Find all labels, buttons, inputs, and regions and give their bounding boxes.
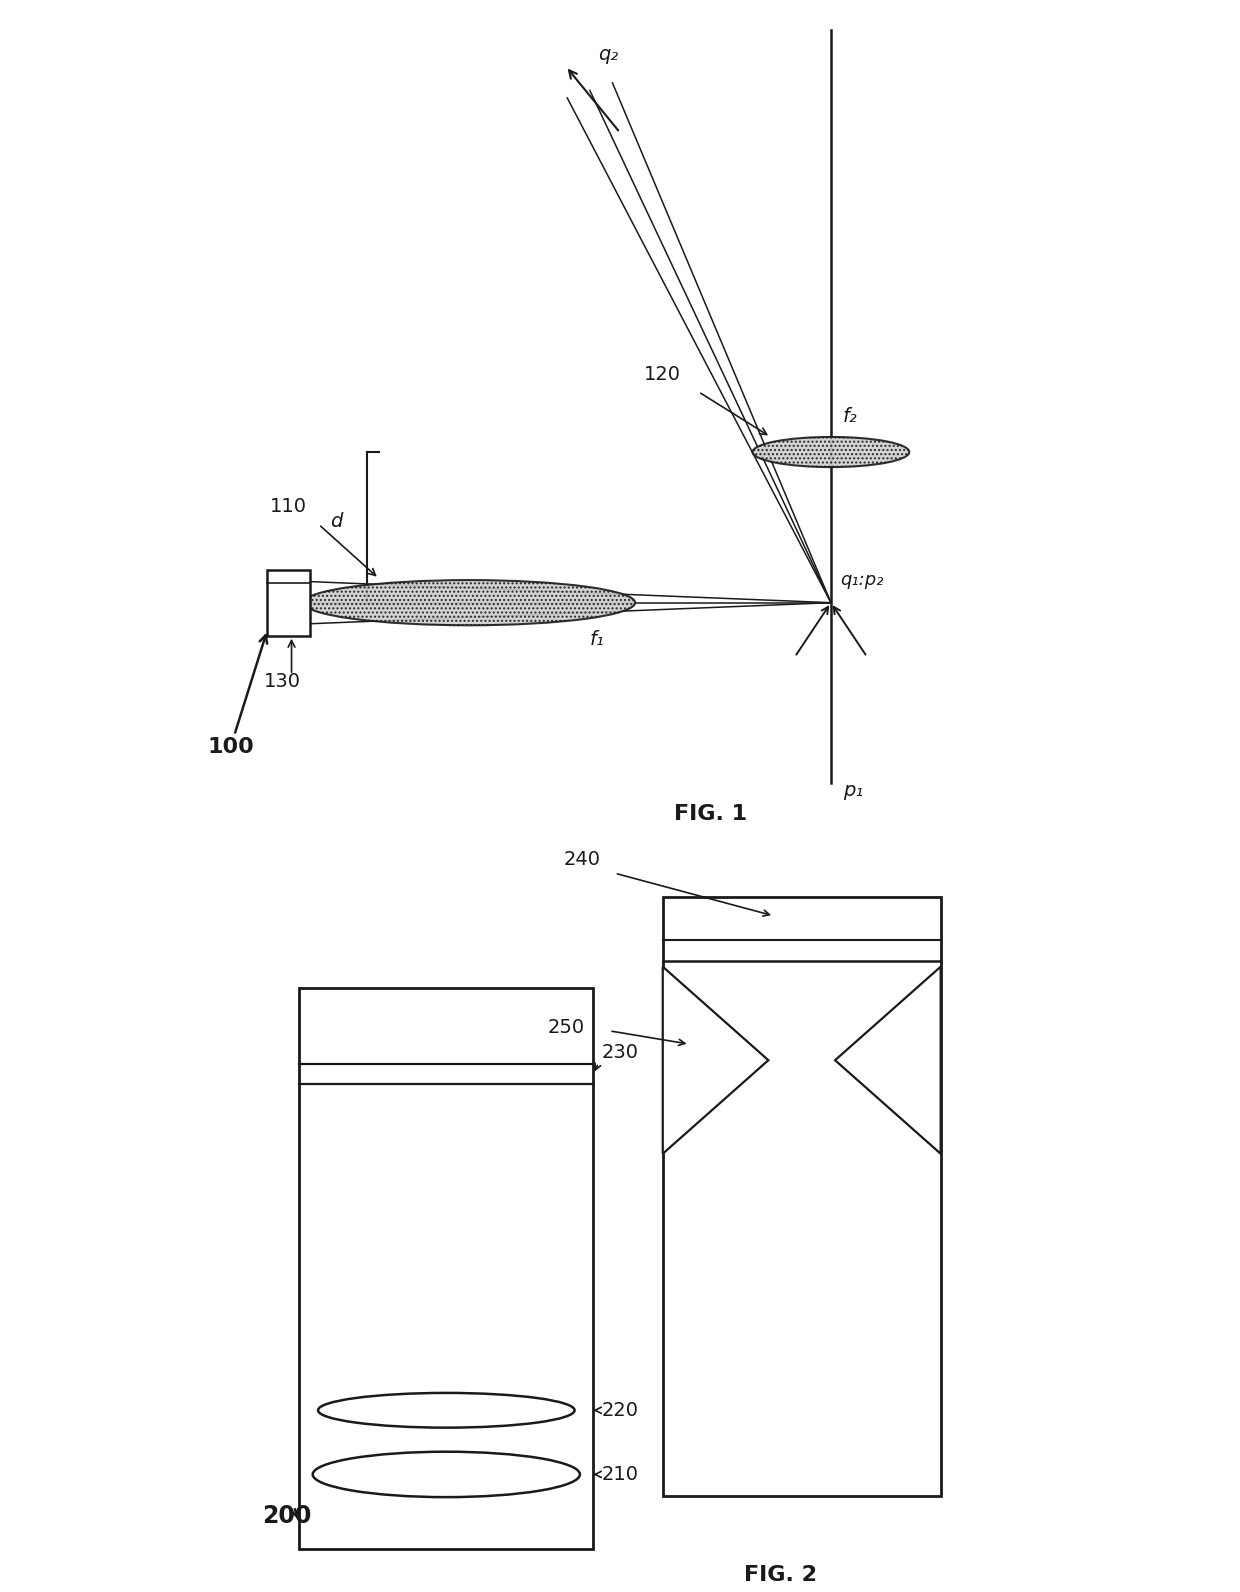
Text: 230: 230 — [601, 1043, 639, 1062]
Text: q₂: q₂ — [598, 45, 618, 64]
Text: FIG. 1: FIG. 1 — [673, 804, 746, 823]
Text: 110: 110 — [270, 497, 308, 516]
Polygon shape — [835, 966, 941, 1154]
Bar — [299, 989, 593, 1549]
Text: f₂: f₂ — [843, 408, 858, 427]
Polygon shape — [662, 966, 769, 1154]
Text: FIG. 2: FIG. 2 — [744, 1565, 817, 1586]
Text: q₁:p₂: q₁:p₂ — [839, 570, 883, 589]
Text: 250: 250 — [548, 1019, 585, 1038]
Bar — [662, 898, 941, 1496]
Ellipse shape — [317, 1393, 574, 1428]
Text: d: d — [331, 513, 343, 532]
Text: 130: 130 — [264, 672, 301, 691]
Bar — [268, 570, 310, 635]
Ellipse shape — [753, 436, 909, 466]
Text: 100: 100 — [207, 737, 254, 758]
Text: 200: 200 — [262, 1503, 311, 1527]
Text: 120: 120 — [644, 365, 681, 384]
Text: 220: 220 — [601, 1401, 639, 1420]
Text: 240: 240 — [564, 850, 601, 869]
Ellipse shape — [304, 579, 635, 626]
Text: 210: 210 — [601, 1465, 639, 1484]
Text: p₁: p₁ — [843, 780, 863, 799]
Ellipse shape — [312, 1452, 580, 1496]
Text: f₁: f₁ — [590, 630, 605, 650]
